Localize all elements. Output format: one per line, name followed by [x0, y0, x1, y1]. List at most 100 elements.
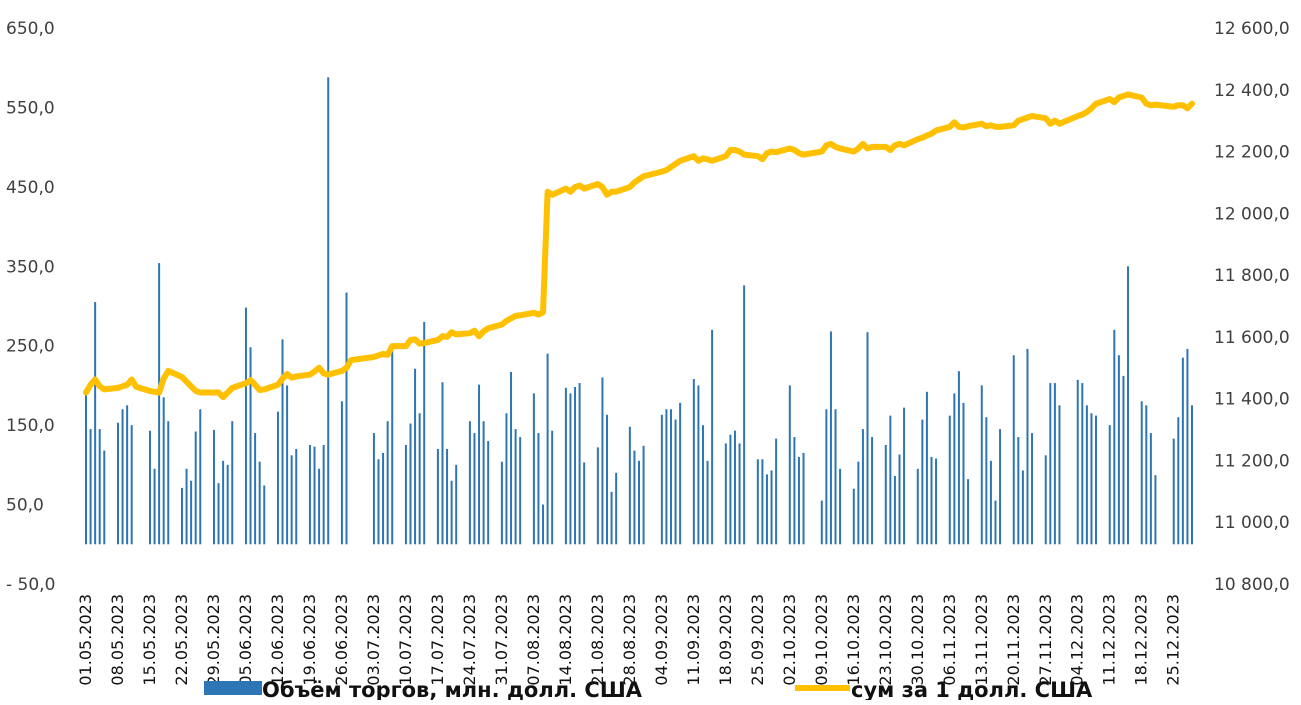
right-tick-label: 11 400,0: [1214, 390, 1290, 410]
volume-bar: [578, 383, 581, 545]
volume-bar: [153, 468, 156, 545]
x-tick-label: 27.11.2023: [1036, 594, 1055, 686]
volume-bar: [679, 402, 682, 545]
volume-bar: [1049, 383, 1052, 545]
x-tick-label: 14.08.2023: [556, 594, 575, 686]
volume-bar: [322, 445, 325, 545]
volume-bar: [962, 402, 965, 545]
volume-bar: [1017, 437, 1020, 545]
volume-bar: [500, 461, 503, 545]
volume-bar: [162, 397, 165, 545]
volume-bar: [1012, 355, 1015, 545]
x-tick-label: 04.09.2023: [652, 594, 671, 686]
volume-bar: [999, 429, 1002, 545]
volume-bar: [701, 425, 704, 545]
volume-bar: [948, 415, 951, 545]
x-tick-label: 01.05.2023: [76, 594, 95, 686]
volume-bar: [615, 472, 618, 545]
volume-bar: [893, 475, 896, 545]
volume-bar: [263, 485, 266, 545]
volume-bar: [775, 438, 778, 545]
right-tick-label: 11 200,0: [1214, 451, 1290, 471]
right-tick-label: 11 000,0: [1214, 513, 1290, 533]
x-tick-label: 09.10.2023: [812, 594, 831, 686]
volume-bar: [642, 445, 645, 545]
volume-bars: [85, 77, 1193, 545]
volume-bar: [1108, 425, 1111, 545]
volume-bar: [180, 487, 183, 545]
legend-label-rate: сум за 1 долл. США: [851, 678, 1093, 700]
volume-bar: [871, 437, 874, 545]
volume-bar: [861, 429, 864, 545]
volume-bar: [222, 460, 225, 545]
volume-bar: [436, 448, 439, 545]
volume-bar: [1090, 413, 1093, 545]
volume-bar: [446, 448, 449, 545]
volume-bar: [638, 460, 640, 545]
volume-bar: [825, 409, 828, 545]
volume-bar: [743, 285, 746, 545]
x-axis: 01.05.2023 08.05.2023 15.05.2023 22.05.2023…: [76, 594, 1183, 686]
x-tick-label: 21.08.2023: [588, 594, 607, 686]
volume-bar: [455, 464, 458, 545]
volume-bar: [1177, 417, 1180, 545]
volume-bar: [418, 413, 421, 545]
volume-bar: [295, 448, 298, 545]
left-tick-label: 50,0: [6, 496, 44, 516]
volume-bar: [514, 429, 517, 545]
legend-label-volume: Объём торгов, млн. долл. США: [262, 678, 643, 700]
volume-bar: [505, 413, 508, 545]
x-tick-label: 18.09.2023: [716, 594, 735, 686]
volume-bar: [190, 480, 193, 545]
volume-bar: [510, 371, 513, 545]
volume-bar: [478, 384, 481, 545]
x-tick-label: 06.11.2023: [940, 594, 959, 686]
volume-bar: [898, 454, 901, 545]
volume-bar: [1127, 266, 1130, 545]
volume-bar: [770, 470, 773, 545]
volume-bar: [409, 423, 412, 545]
x-tick-label: 26.06.2023: [332, 594, 351, 686]
volume-bar: [1021, 470, 1024, 545]
volume-bar: [345, 292, 348, 545]
volume-bar: [217, 483, 220, 545]
x-tick-label: 20.11.2023: [1004, 594, 1023, 686]
volume-bar: [103, 450, 106, 545]
volume-bar: [194, 431, 197, 545]
volume-bar: [130, 425, 133, 545]
volume-bar: [834, 409, 837, 545]
volume-bar: [532, 393, 535, 545]
right-tick-label: 12 600,0: [1214, 19, 1290, 39]
volume-bar: [788, 385, 791, 545]
x-tick-label: 11.09.2023: [684, 594, 703, 686]
volume-bar: [1085, 405, 1088, 545]
volume-bar: [1095, 415, 1098, 545]
volume-bar: [1149, 433, 1152, 545]
volume-bar: [957, 371, 960, 545]
x-tick-label: 07.08.2023: [524, 594, 543, 686]
volume-bar: [925, 391, 928, 545]
right-tick-label: 11 600,0: [1214, 328, 1290, 348]
volume-bar: [1191, 405, 1193, 545]
x-tick-label: 17.07.2023: [428, 594, 447, 686]
volume-bar: [1026, 348, 1029, 545]
right-axis: 10 800,0 11 000,0 11 200,0 11 400,0 11 600,0…: [1214, 19, 1290, 595]
volume-bar: [569, 393, 572, 545]
volume-bar: [797, 456, 800, 545]
volume-bar: [313, 446, 316, 545]
volume-bar: [829, 331, 832, 545]
x-tick-label: 25.12.2023: [1164, 594, 1183, 686]
volume-bar: [596, 447, 599, 545]
volume-bar: [852, 488, 855, 545]
volume-bar: [308, 445, 311, 545]
volume-bar: [116, 422, 119, 545]
x-tick-label: 16.10.2023: [844, 594, 863, 686]
volume-bar: [254, 433, 257, 545]
volume-bar: [167, 421, 170, 545]
volume-bar: [985, 417, 988, 545]
rate-line-layer: [83, 91, 1195, 401]
volume-bar: [1172, 438, 1175, 545]
volume-bar: [98, 429, 101, 545]
volume-bar: [733, 430, 736, 545]
